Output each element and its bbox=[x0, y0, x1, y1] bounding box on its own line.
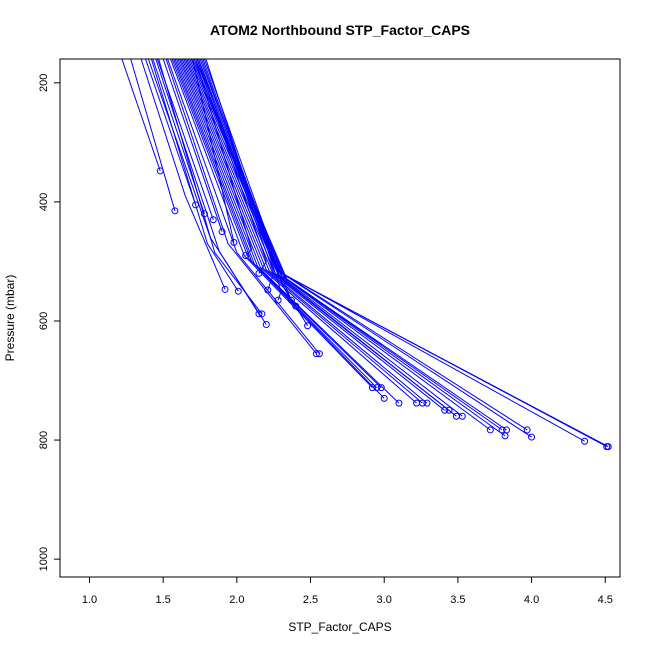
series-line-37 bbox=[203, 59, 292, 301]
axes: 1.0 1.5 2.0 2.5 3.0 3.5 4.0 4.5 200 400 600 800 1000 bbox=[38, 74, 613, 606]
series-line-13 bbox=[167, 59, 320, 355]
series-line-42 bbox=[192, 59, 235, 243]
data-point-24 bbox=[452, 412, 460, 420]
series-line-29 bbox=[192, 59, 506, 437]
series-line-3 bbox=[140, 59, 226, 290]
series-line-28 bbox=[190, 59, 507, 431]
series-line-1 bbox=[121, 59, 161, 172]
data-point-36 bbox=[292, 302, 300, 310]
data-point-30 bbox=[523, 426, 531, 434]
data-point-38 bbox=[274, 296, 282, 304]
series-line-22 bbox=[181, 59, 445, 411]
data-point-16 bbox=[377, 384, 385, 392]
data-point-9 bbox=[200, 210, 208, 218]
y-tick-label: 800 bbox=[38, 431, 50, 449]
data-point-11 bbox=[218, 228, 226, 236]
series-line-16 bbox=[173, 59, 382, 389]
x-tick-label: 1.5 bbox=[156, 594, 171, 606]
series-layer bbox=[121, 59, 612, 451]
series-line-40 bbox=[196, 59, 267, 274]
series-line-12 bbox=[165, 59, 317, 355]
series-line-41 bbox=[195, 59, 253, 256]
data-point-6 bbox=[255, 310, 263, 318]
data-point-3 bbox=[221, 285, 229, 293]
series-line-26 bbox=[187, 59, 491, 431]
x-tick-label: 3.0 bbox=[377, 594, 392, 606]
data-point-13 bbox=[315, 350, 323, 358]
y-tick-label: 400 bbox=[38, 193, 50, 211]
x-tick-label: 3.5 bbox=[450, 594, 465, 606]
data-point-18 bbox=[395, 399, 403, 407]
series-line-11 bbox=[162, 59, 223, 232]
series-line-5 bbox=[150, 59, 239, 292]
data-point-5 bbox=[234, 287, 242, 295]
x-tick-label: 2.5 bbox=[303, 594, 318, 606]
series-line-19 bbox=[177, 59, 417, 404]
data-point-39 bbox=[264, 286, 272, 294]
data-point-41 bbox=[242, 251, 250, 259]
data-point-19 bbox=[413, 399, 421, 407]
data-point-23 bbox=[445, 406, 453, 414]
x-tick-label: 2.0 bbox=[229, 594, 244, 606]
y-axis-label: Pressure (mbar) bbox=[3, 275, 17, 362]
data-point-7 bbox=[258, 310, 266, 318]
series-line-20 bbox=[178, 59, 423, 404]
y-tick-label: 200 bbox=[38, 74, 50, 92]
plot-frame bbox=[59, 58, 621, 578]
x-tick-label: 4.0 bbox=[524, 594, 539, 606]
data-point-14 bbox=[368, 384, 376, 392]
data-point-21 bbox=[423, 399, 431, 407]
series-line-36 bbox=[202, 59, 297, 307]
series-line-7 bbox=[158, 59, 263, 315]
series-line-15 bbox=[171, 59, 378, 389]
data-point-28 bbox=[503, 426, 511, 434]
data-point-17 bbox=[380, 394, 388, 402]
series-line-32 bbox=[196, 59, 585, 442]
series-line-34 bbox=[199, 59, 609, 448]
series-line-21 bbox=[180, 59, 428, 404]
series-line-18 bbox=[175, 59, 400, 404]
chart-title: ATOM2 Northbound STP_Factor_CAPS bbox=[210, 22, 470, 38]
x-tick-label: 1.0 bbox=[82, 594, 97, 606]
data-point-34 bbox=[604, 443, 612, 451]
x-axis-label: STP_Factor_CAPS bbox=[288, 620, 391, 634]
data-point-40 bbox=[255, 269, 263, 277]
data-point-10 bbox=[209, 216, 217, 224]
data-point-35 bbox=[304, 322, 312, 330]
series-line-17 bbox=[174, 59, 385, 399]
data-point-8 bbox=[192, 201, 200, 209]
data-point-42 bbox=[230, 238, 238, 246]
series-line-39 bbox=[198, 59, 275, 291]
x-tick-label: 4.5 bbox=[598, 594, 613, 606]
series-line-27 bbox=[189, 59, 503, 431]
data-point-32 bbox=[581, 437, 589, 445]
data-point-2 bbox=[171, 207, 179, 215]
data-point-25 bbox=[458, 412, 466, 420]
series-line-8 bbox=[145, 59, 197, 206]
series-line-2 bbox=[130, 59, 176, 211]
data-point-26 bbox=[486, 426, 494, 434]
data-point-4 bbox=[262, 321, 270, 329]
y-tick-label: 1000 bbox=[38, 547, 50, 571]
series-line-25 bbox=[186, 59, 463, 417]
data-point-29 bbox=[501, 432, 509, 440]
y-tick-label: 600 bbox=[38, 312, 50, 330]
data-point-20 bbox=[419, 399, 427, 407]
series-line-9 bbox=[152, 59, 205, 214]
series-line-10 bbox=[156, 59, 214, 220]
data-point-37 bbox=[287, 296, 295, 304]
series-line-14 bbox=[170, 59, 373, 389]
data-point-31 bbox=[528, 433, 536, 441]
